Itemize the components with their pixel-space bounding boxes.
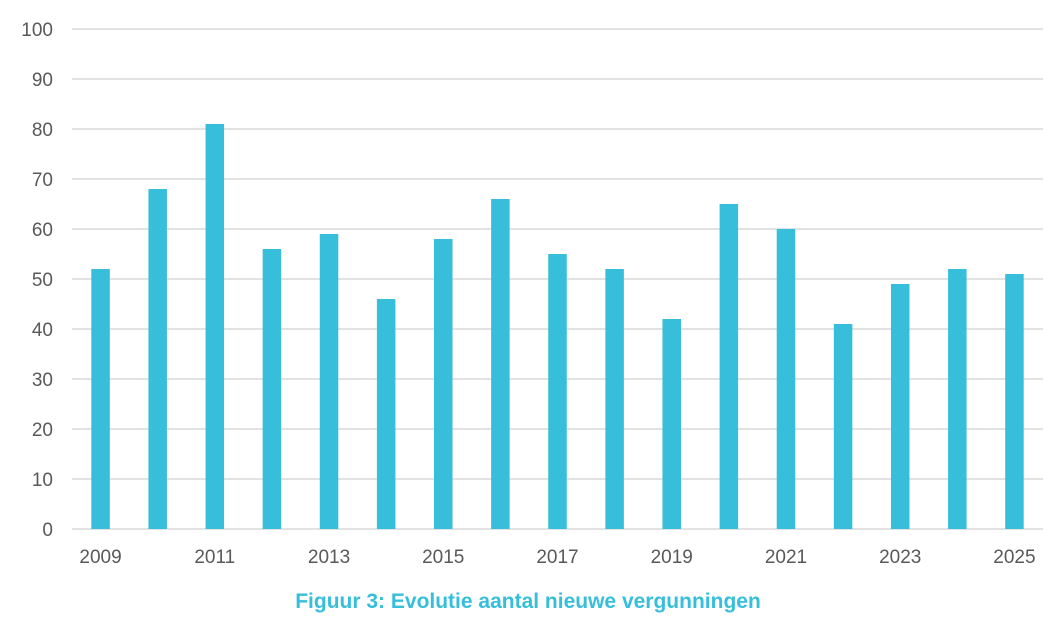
- figure-caption: Figuur 3: Evolutie aantal nieuwe vergunn…: [295, 590, 761, 613]
- y-tick-label: 0: [42, 520, 53, 541]
- x-tick-label: 2019: [651, 547, 693, 568]
- x-axis-ticks: 2009 2011 2013 2015 2017 2019 2021 2023 2025: [79, 547, 1035, 568]
- y-tick-label: 60: [32, 220, 53, 241]
- x-tick-label: 2023: [879, 547, 921, 568]
- x-tick-label: 2015: [422, 547, 464, 568]
- y-tick-label: 30: [32, 370, 53, 391]
- x-tick-label: 2013: [308, 547, 350, 568]
- bar-2013: [319, 234, 339, 529]
- y-tick-label: 20: [32, 420, 53, 441]
- bars: [91, 124, 1024, 529]
- bar-2014: [376, 299, 396, 529]
- y-tick-label: 80: [32, 120, 53, 141]
- y-tick-label: 90: [32, 70, 53, 91]
- bar-2012: [262, 249, 282, 529]
- bar-2019: [662, 319, 681, 529]
- y-tick-label: 10: [32, 470, 53, 491]
- y-tick-label: 50: [32, 270, 53, 291]
- y-tick-label: 40: [32, 320, 53, 341]
- x-tick-label: 2017: [536, 547, 578, 568]
- bar-2016: [491, 199, 510, 529]
- bar-2017: [548, 254, 567, 529]
- y-tick-label: 100: [21, 20, 53, 41]
- bar-2025: [1005, 274, 1024, 529]
- x-tick-label: 2021: [765, 547, 807, 568]
- bar-2015: [434, 239, 453, 529]
- bar-2021: [776, 229, 796, 529]
- bar-2018: [605, 269, 624, 529]
- x-tick-label: 2025: [993, 547, 1035, 568]
- bar-2020: [719, 204, 739, 529]
- y-tick-label: 70: [32, 170, 53, 191]
- bar-2011: [205, 124, 225, 529]
- x-tick-label: 2011: [194, 547, 235, 568]
- y-axis-ticks: 0 10 20 30 40 50 60 70 80 90 100: [21, 20, 53, 541]
- bar-2024: [948, 269, 967, 529]
- bar-2009: [91, 269, 110, 529]
- bar-2010: [148, 189, 167, 529]
- bar-2023: [890, 284, 910, 529]
- bar-2022: [833, 324, 853, 529]
- x-tick-label: 2009: [79, 547, 121, 568]
